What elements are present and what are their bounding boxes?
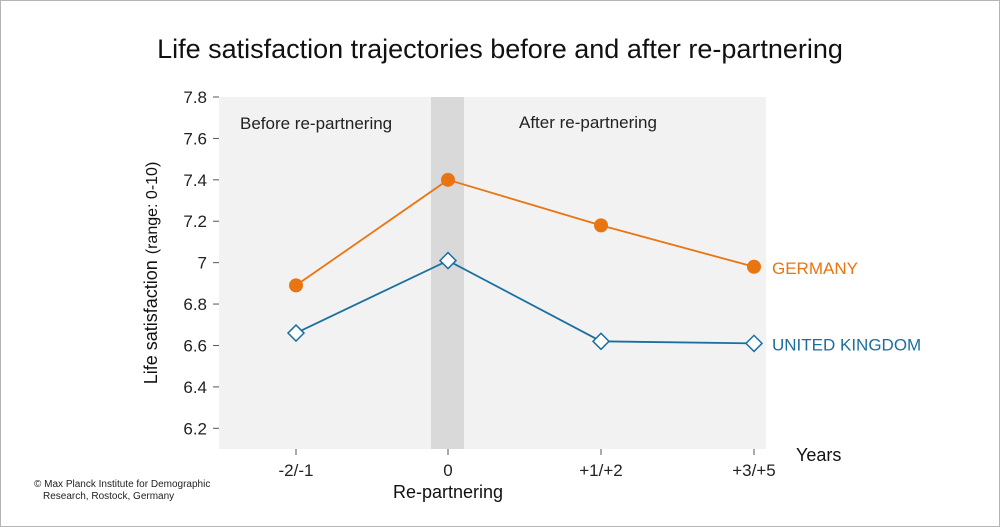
data-point-germany [594, 218, 608, 233]
x-axis-unit-label: Years [796, 445, 841, 465]
y-axis-ticks: 6.2 6.4 6.6 6.8 7 7.2 7.4 7.6 7.8 [183, 88, 219, 438]
chart-title: Life satisfaction trajectories before an… [157, 34, 843, 64]
y-tick-label: 6.4 [183, 378, 207, 397]
plot-panel [219, 97, 766, 449]
y-tick-label: 7.6 [183, 129, 207, 148]
region-label-after: After re-partnering [519, 113, 657, 132]
series-line-united-kingdom [295, 259, 755, 345]
re-partnering-event-band [431, 97, 464, 449]
y-tick-label: 7 [198, 254, 207, 273]
x-axis-label: Re-partnering [393, 482, 503, 502]
y-axis-label-main: Life satisfaction [141, 260, 161, 384]
credit-line-1: © Max Planck Institute for Demographic [34, 479, 210, 490]
y-tick-label: 7.8 [183, 88, 207, 107]
y-tick-label: 6.6 [183, 336, 207, 355]
data-point-germany [747, 259, 761, 274]
y-axis-label: Life satisfaction (range: 0-10) [141, 162, 161, 385]
series-germany: GERMANY [289, 172, 858, 293]
y-tick-label: 6.8 [183, 295, 207, 314]
credit-line-2: Research, Rostock, Germany [43, 491, 174, 502]
x-axis-ticks: -2/-1 0 +1/+2 +3/+5 [279, 449, 776, 480]
series-lines: GERMANY UNITED KINGDOM [286, 172, 921, 354]
y-tick-label: 7.2 [183, 212, 207, 231]
region-label-before: Before re-partnering [240, 114, 392, 133]
data-point-germany [289, 278, 303, 293]
y-tick-label: 7.4 [183, 171, 207, 190]
data-point-united-kingdom [744, 334, 764, 353]
series-line-germany [295, 178, 755, 287]
data-point-united-kingdom [591, 332, 611, 351]
y-tick-label: 6.2 [183, 419, 207, 438]
data-point-germany [441, 172, 455, 187]
x-tick-label: -2/-1 [279, 461, 314, 480]
x-tick-label: +3/+5 [732, 461, 776, 480]
data-point-united-kingdom [286, 323, 306, 343]
x-tick-label: 0 [443, 461, 452, 480]
series-united-kingdom: UNITED KINGDOM [286, 251, 921, 354]
data-point-united-kingdom [438, 251, 458, 270]
series-label-united-kingdom: UNITED KINGDOM [772, 335, 921, 354]
x-tick-label: +1/+2 [579, 461, 623, 480]
y-axis-label-range: (range: 0-10) [144, 162, 161, 255]
series-label-germany: GERMANY [772, 259, 858, 278]
